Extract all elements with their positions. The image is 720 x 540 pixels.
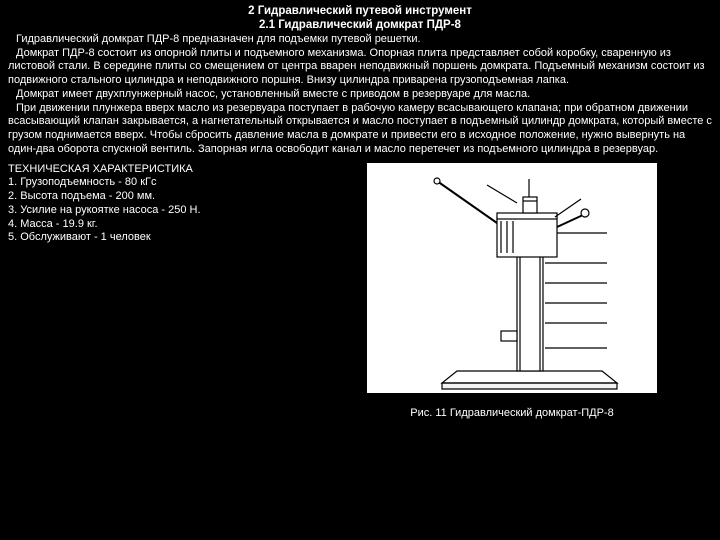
specs-title: ТЕХНИЧЕСКАЯ ХАРАКТЕРИСТИКА xyxy=(8,163,308,177)
lower-row: ТЕХНИЧЕСКАЯ ХАРАКТЕРИСТИКА 1. Грузоподъе… xyxy=(8,163,712,421)
specs-block: ТЕХНИЧЕСКАЯ ХАРАКТЕРИСТИКА 1. Грузоподъе… xyxy=(8,163,308,421)
figure-caption: Рис. 11 Гидравлический домкрат-ПДР-8 xyxy=(410,407,613,421)
paragraph-2: Домкрат ПДР-8 состоит из опорной плиты и… xyxy=(8,47,712,88)
section-heading-2: 2.1 Гидравлический домкрат ПДР-8 xyxy=(8,18,712,32)
spec-line-4: 4. Масса - 19.9 кг. xyxy=(8,218,308,232)
spec-line-2: 2. Высота подъема - 200 мм. xyxy=(8,190,308,204)
paragraph-1: Гидравлический домкрат ПДР-8 предназначе… xyxy=(8,33,712,47)
spec-line-3: 3. Усилие на рукоятке насоса - 250 Н. xyxy=(8,204,308,218)
spec-line-1: 1. Грузоподъемность - 80 кГс xyxy=(8,176,308,190)
section-heading-1: 2 Гидравлический путевой инструмент xyxy=(8,4,712,18)
spec-line-5: 5. Обслуживают - 1 человек xyxy=(8,231,308,245)
jack-figure xyxy=(367,163,657,393)
jack-drawing-icon xyxy=(367,163,657,393)
paragraph-3: Домкрат имеет двухплунжерный насос, уста… xyxy=(8,88,712,102)
figure-wrap: Рис. 11 Гидравлический домкрат-ПДР-8 xyxy=(308,163,712,421)
paragraph-4: При движении плунжера вверх масло из рез… xyxy=(8,102,712,157)
